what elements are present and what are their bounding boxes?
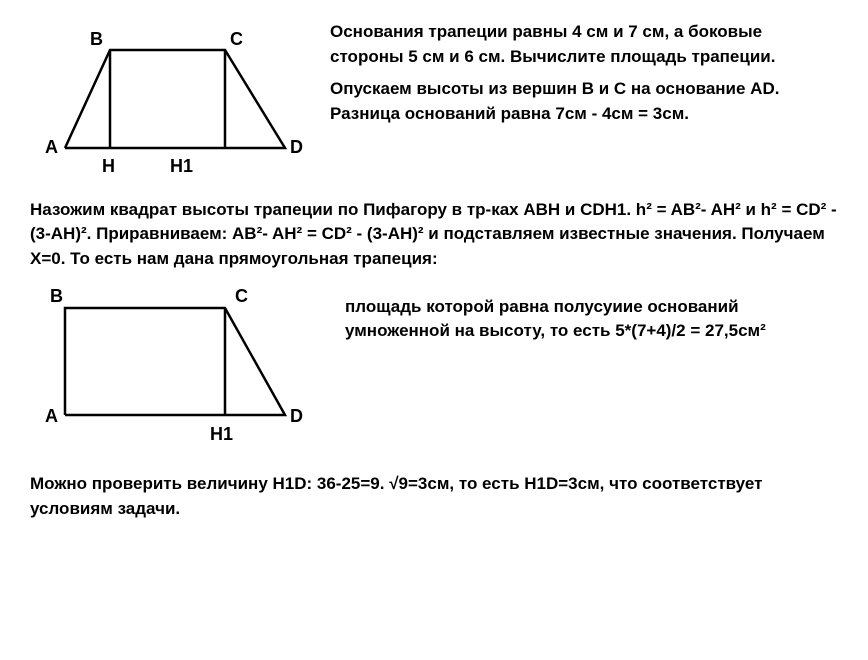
label-A: A: [45, 137, 58, 157]
top-row: B C A D H H1 Основания трапеции равны 4 …: [30, 20, 838, 188]
label-D: D: [290, 137, 303, 157]
trapezoid-figure-2: B C A D H1: [30, 280, 320, 463]
label2-A: A: [45, 406, 58, 426]
trapezoid-figure-1: B C A D H H1: [30, 20, 310, 188]
middle-row: B C A D H1 площадь которой равна полусуи…: [30, 280, 838, 463]
label-B: B: [90, 29, 103, 49]
check-text: Можно проверить величину H1D: 36-25=9. √…: [30, 472, 838, 521]
top-text-block: Основания трапеции равны 4 см и 7 см, а …: [330, 20, 838, 135]
trapezoid-svg-1: B C A D H H1: [30, 20, 310, 180]
label2-C: C: [235, 286, 248, 306]
label-C: C: [230, 29, 243, 49]
label2-D: D: [290, 406, 303, 426]
trapezoid-svg-2: B C A D H1: [30, 280, 320, 455]
problem-statement: Основания трапеции равны 4 см и 7 см, а …: [330, 20, 838, 69]
step3-text: площадь которой равна полусуиие основани…: [345, 280, 838, 344]
step2-text: Назожим квадрат высоты трапеции по Пифаг…: [30, 198, 838, 272]
step1-text: Опускаем высоты из вершин В и С на основ…: [330, 77, 838, 126]
label2-H1: H1: [210, 424, 233, 444]
label-H: H: [102, 156, 115, 176]
label2-B: B: [50, 286, 63, 306]
label-H1: H1: [170, 156, 193, 176]
